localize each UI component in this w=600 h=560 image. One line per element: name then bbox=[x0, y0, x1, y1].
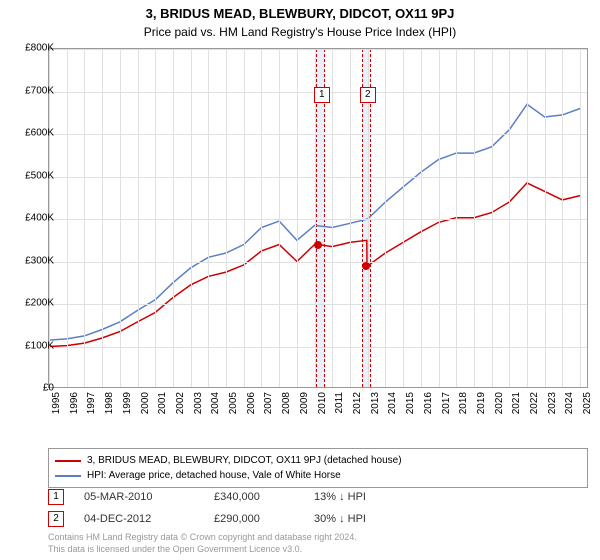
x-axis-label: 2022 bbox=[529, 392, 540, 414]
transaction-price: £340,000 bbox=[214, 491, 294, 503]
x-axis-label: 2014 bbox=[387, 392, 398, 414]
x-axis-label: 2003 bbox=[193, 392, 204, 414]
footer-line2: This data is licensed under the Open Gov… bbox=[48, 544, 588, 556]
x-axis-label: 2019 bbox=[476, 392, 487, 414]
transactions-table: 1 05-MAR-2010 £340,000 13% ↓ HPI 2 04-DE… bbox=[48, 486, 588, 530]
x-axis-label: 2023 bbox=[547, 392, 558, 414]
legend-row-property: 3, BRIDUS MEAD, BLEWBURY, DIDCOT, OX11 9… bbox=[55, 453, 581, 468]
x-axis-label: 2016 bbox=[423, 392, 434, 414]
footer-attribution: Contains HM Land Registry data © Crown c… bbox=[48, 532, 588, 555]
x-axis-label: 2007 bbox=[263, 392, 274, 414]
transaction-row: 1 05-MAR-2010 £340,000 13% ↓ HPI bbox=[48, 486, 588, 508]
x-axis-label: 2024 bbox=[564, 392, 575, 414]
transaction-date: 04-DEC-2012 bbox=[84, 513, 194, 525]
transaction-dot bbox=[314, 241, 322, 249]
footer-line1: Contains HM Land Registry data © Crown c… bbox=[48, 532, 588, 544]
x-axis-label: 2005 bbox=[228, 392, 239, 414]
transaction-marker-2: 2 bbox=[48, 511, 64, 527]
x-axis-label: 2017 bbox=[441, 392, 452, 414]
x-axis-label: 2025 bbox=[582, 392, 593, 414]
y-axis-label: £300K bbox=[25, 255, 54, 266]
y-axis-label: £800K bbox=[25, 43, 54, 54]
x-axis-label: 1995 bbox=[51, 392, 62, 414]
x-axis-label: 2012 bbox=[352, 392, 363, 414]
y-axis-label: £400K bbox=[25, 213, 54, 224]
legend-label-property: 3, BRIDUS MEAD, BLEWBURY, DIDCOT, OX11 9… bbox=[87, 453, 402, 468]
legend-swatch-property bbox=[55, 460, 81, 462]
chart-area: 12 1995199619971998199920002001200220032… bbox=[48, 48, 588, 418]
transaction-price: £290,000 bbox=[214, 513, 294, 525]
x-axis-label: 2013 bbox=[370, 392, 381, 414]
x-axis-label: 2021 bbox=[511, 392, 522, 414]
transaction-dot bbox=[362, 262, 370, 270]
legend-swatch-hpi bbox=[55, 475, 81, 477]
x-axis-label: 2015 bbox=[405, 392, 416, 414]
x-axis-label: 1997 bbox=[86, 392, 97, 414]
y-axis-label: £200K bbox=[25, 298, 54, 309]
x-axis-label: 2004 bbox=[210, 392, 221, 414]
x-axis-label: 1996 bbox=[69, 392, 80, 414]
legend-row-hpi: HPI: Average price, detached house, Vale… bbox=[55, 468, 581, 483]
x-axis-label: 2010 bbox=[317, 392, 328, 414]
legend-label-hpi: HPI: Average price, detached house, Vale… bbox=[87, 468, 341, 483]
x-axis-label: 1999 bbox=[122, 392, 133, 414]
transaction-band-label: 1 bbox=[314, 87, 330, 103]
x-axis-label: 2000 bbox=[140, 392, 151, 414]
chart-container: 3, BRIDUS MEAD, BLEWBURY, DIDCOT, OX11 9… bbox=[0, 0, 600, 560]
y-axis-label: £100K bbox=[25, 340, 54, 351]
chart-subtitle: Price paid vs. HM Land Registry's House … bbox=[0, 21, 600, 39]
y-axis-label: £600K bbox=[25, 128, 54, 139]
transaction-diff: 13% ↓ HPI bbox=[314, 491, 414, 503]
x-axis-label: 2009 bbox=[299, 392, 310, 414]
transaction-row: 2 04-DEC-2012 £290,000 30% ↓ HPI bbox=[48, 508, 588, 530]
transaction-diff: 30% ↓ HPI bbox=[314, 513, 414, 525]
y-axis-label: £700K bbox=[25, 85, 54, 96]
x-axis-label: 2008 bbox=[281, 392, 292, 414]
x-axis-label: 2011 bbox=[334, 392, 345, 414]
x-axis-label: 2018 bbox=[458, 392, 469, 414]
y-axis-label: £0 bbox=[43, 383, 54, 394]
x-axis-label: 1998 bbox=[104, 392, 115, 414]
x-axis-label: 2002 bbox=[175, 392, 186, 414]
transaction-marker-1: 1 bbox=[48, 489, 64, 505]
transaction-band-label: 2 bbox=[360, 87, 376, 103]
x-axis-label: 2020 bbox=[494, 392, 505, 414]
chart-title-address: 3, BRIDUS MEAD, BLEWBURY, DIDCOT, OX11 9… bbox=[0, 0, 600, 21]
transaction-date: 05-MAR-2010 bbox=[84, 491, 194, 503]
plot-area: 12 bbox=[48, 48, 588, 388]
legend-box: 3, BRIDUS MEAD, BLEWBURY, DIDCOT, OX11 9… bbox=[48, 448, 588, 488]
y-axis-label: £500K bbox=[25, 170, 54, 181]
x-axis-label: 2001 bbox=[157, 392, 168, 414]
x-axis-label: 2006 bbox=[246, 392, 257, 414]
